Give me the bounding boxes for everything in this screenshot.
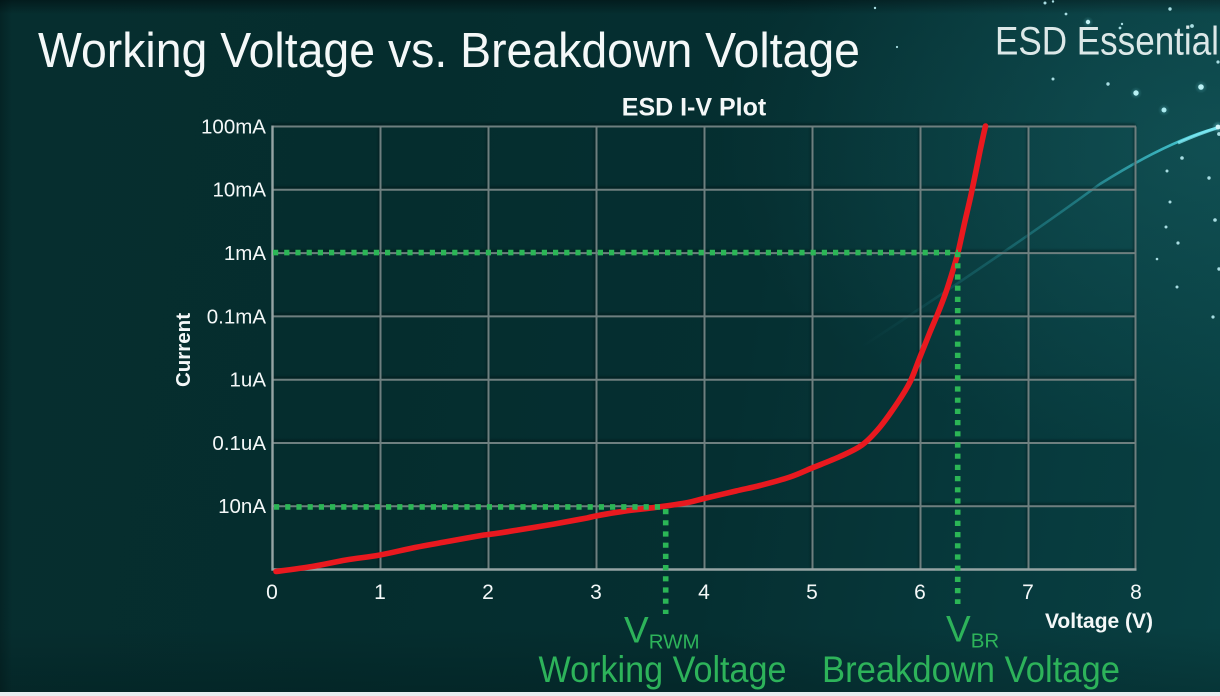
svg-text:7: 7: [1022, 581, 1034, 604]
svg-text:10nA: 10nA: [218, 495, 266, 518]
svg-text:1uA: 1uA: [230, 369, 267, 392]
svg-text:ESD I-V Plot: ESD I-V Plot: [622, 94, 767, 122]
svg-text:1: 1: [374, 581, 386, 604]
svg-text:1mA: 1mA: [224, 242, 266, 265]
svg-text:4: 4: [698, 581, 710, 604]
svg-text:5: 5: [806, 581, 818, 604]
svg-text:Current: Current: [172, 313, 195, 387]
svg-text:VBR: VBR: [946, 609, 999, 653]
svg-text:Breakdown Voltage: Breakdown Voltage: [822, 649, 1120, 690]
svg-text:10mA: 10mA: [212, 179, 266, 202]
svg-text:2: 2: [482, 581, 494, 604]
svg-text:0: 0: [266, 581, 278, 604]
svg-text:0.1uA: 0.1uA: [212, 432, 266, 455]
svg-text:100mA: 100mA: [201, 115, 266, 138]
svg-text:Working Voltage vs. Breakdown: Working Voltage vs. Breakdown Voltage: [38, 23, 860, 78]
svg-text:VRWM: VRWM: [624, 610, 700, 654]
svg-text:3: 3: [590, 581, 602, 604]
svg-text:6: 6: [914, 581, 926, 604]
svg-text:ESD Essentials: ESD Essentials: [995, 20, 1220, 64]
svg-text:Voltage (V): Voltage (V): [1045, 610, 1153, 633]
svg-text:Working Voltage: Working Voltage: [539, 649, 787, 690]
svg-text:8: 8: [1130, 581, 1142, 604]
svg-text:0.1mA: 0.1mA: [207, 305, 267, 328]
